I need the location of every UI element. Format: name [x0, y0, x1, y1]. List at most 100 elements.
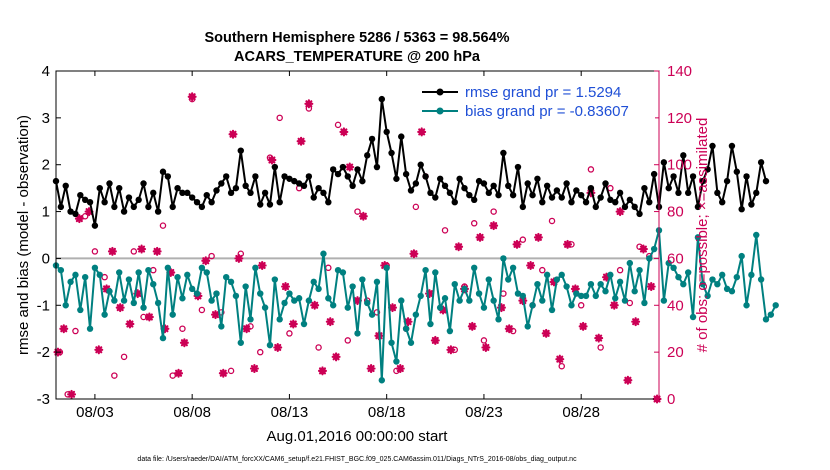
obs-assimilated-point — [570, 284, 580, 294]
bias-series-point — [641, 299, 648, 307]
rmse-series-point — [223, 173, 230, 180]
bias-series-point — [762, 316, 770, 323]
obs-possible-point — [315, 344, 322, 351]
rmse-series-point — [237, 147, 244, 154]
rmse-series-point — [232, 184, 240, 192]
bias-series-point — [320, 250, 327, 257]
chart-title: Southern Hemisphere 5286 / 5363 = 98.564… — [204, 30, 509, 46]
obs-assimilated-point — [555, 354, 565, 364]
bias-series-point — [232, 292, 240, 300]
rmse-series-point — [699, 177, 706, 185]
bias-series-point — [193, 290, 201, 297]
bias-series-point — [427, 320, 434, 328]
legend-rmse-marker — [436, 88, 444, 96]
bias-series-point — [694, 234, 702, 241]
rmse-series-point — [213, 187, 220, 194]
rmse-series-point — [393, 175, 400, 182]
rmse-series-point — [650, 170, 658, 178]
y-tick-label: 3 — [42, 110, 50, 127]
rmse-series-point — [354, 166, 361, 173]
rmse-series-point — [748, 201, 755, 208]
rmse-series-point — [432, 194, 439, 201]
bias-series-point — [208, 297, 215, 304]
y-axis-label: rmse and bias (model - observation) — [15, 115, 32, 355]
y-right-tick-label: 120 — [667, 110, 692, 127]
obs-assimilated-point — [137, 244, 147, 254]
obs-assimilated-point — [512, 239, 522, 249]
bias-series-point — [106, 288, 113, 295]
obs-assimilated-point — [388, 303, 398, 313]
rmse-series-point — [733, 168, 741, 175]
obs-possible-point — [412, 203, 420, 211]
bias-series-point — [475, 290, 483, 297]
rmse-series-point — [680, 152, 687, 159]
bias-series-point — [305, 297, 313, 304]
rmse-series-point — [694, 203, 702, 211]
bias-series-point — [349, 283, 356, 290]
rmse-series-point — [334, 170, 342, 178]
bias-series-point — [417, 292, 424, 300]
obs-assimilated-point — [102, 284, 112, 294]
rmse-series-point — [145, 203, 152, 211]
data-file-footer: data file: /Users/raeder/DAI/ATM_forcXX/… — [137, 456, 577, 463]
bias-series-point — [329, 302, 337, 309]
bias-series-point — [767, 311, 775, 318]
bias-series-point — [524, 323, 531, 330]
rmse-series-point — [120, 208, 128, 215]
bias-series-point — [286, 290, 293, 297]
bias-series-point — [490, 297, 497, 304]
obs-assimilated-point — [331, 352, 341, 362]
rmse-series-point — [558, 194, 565, 201]
obs-assimilated-point — [179, 338, 189, 348]
rmse-series-point — [704, 166, 711, 173]
rmse-series-point — [446, 189, 454, 197]
rmse-series-point — [563, 180, 570, 187]
obs-assimilated-point — [638, 244, 648, 254]
obs-possible-point — [587, 166, 595, 173]
bias-series-point — [164, 264, 172, 271]
y-tick-label: 2 — [42, 157, 50, 174]
rmse-series-point — [359, 177, 366, 185]
obs-possible-point — [334, 121, 342, 129]
bias-series-point — [689, 313, 697, 321]
obs-assimilated-point — [533, 232, 543, 242]
bias-series-point — [135, 269, 142, 276]
rmse-series-point — [573, 187, 580, 194]
obs-possible-point — [72, 327, 79, 335]
rmse-series-point — [641, 184, 648, 192]
rmse-series-point — [534, 175, 541, 182]
y-right-tick-label: 40 — [667, 297, 684, 314]
bias-series-point — [665, 259, 672, 267]
rmse-series-point — [388, 149, 395, 157]
bias-series-point — [310, 278, 317, 286]
bias-series-point — [315, 285, 322, 293]
bias-series-point — [398, 297, 405, 304]
rmse-series-point — [310, 194, 317, 201]
obs-assimilated-point — [160, 324, 170, 334]
rmse-series-point — [305, 173, 313, 180]
bias-series-point — [412, 311, 420, 318]
rmse-series-point — [257, 201, 264, 208]
bias-series-point — [388, 339, 395, 346]
bias-series-point — [680, 281, 687, 288]
obs-possible-point — [441, 227, 449, 234]
obs-possible-point — [344, 337, 352, 344]
obs-possible-point — [91, 248, 99, 255]
bias-series-point — [631, 288, 638, 295]
y-tick-label: -3 — [37, 391, 50, 408]
rmse-series-point — [757, 159, 765, 166]
bias-series-point — [140, 304, 147, 311]
obs-possible-point — [626, 299, 634, 307]
bias-series-point — [573, 290, 580, 297]
bias-series-point — [660, 297, 668, 304]
rmse-series-point — [364, 152, 371, 159]
rmse-series-point — [519, 203, 527, 211]
bias-series-layer — [52, 227, 779, 384]
rmse-series-point — [529, 191, 536, 199]
rmse-series-point — [612, 199, 619, 206]
rmse-series-point — [325, 199, 332, 206]
rmse-series-point — [743, 173, 750, 180]
rmse-series-point — [373, 163, 381, 171]
obs-possible-point — [130, 248, 138, 255]
obs-assimilated-point — [218, 368, 228, 378]
